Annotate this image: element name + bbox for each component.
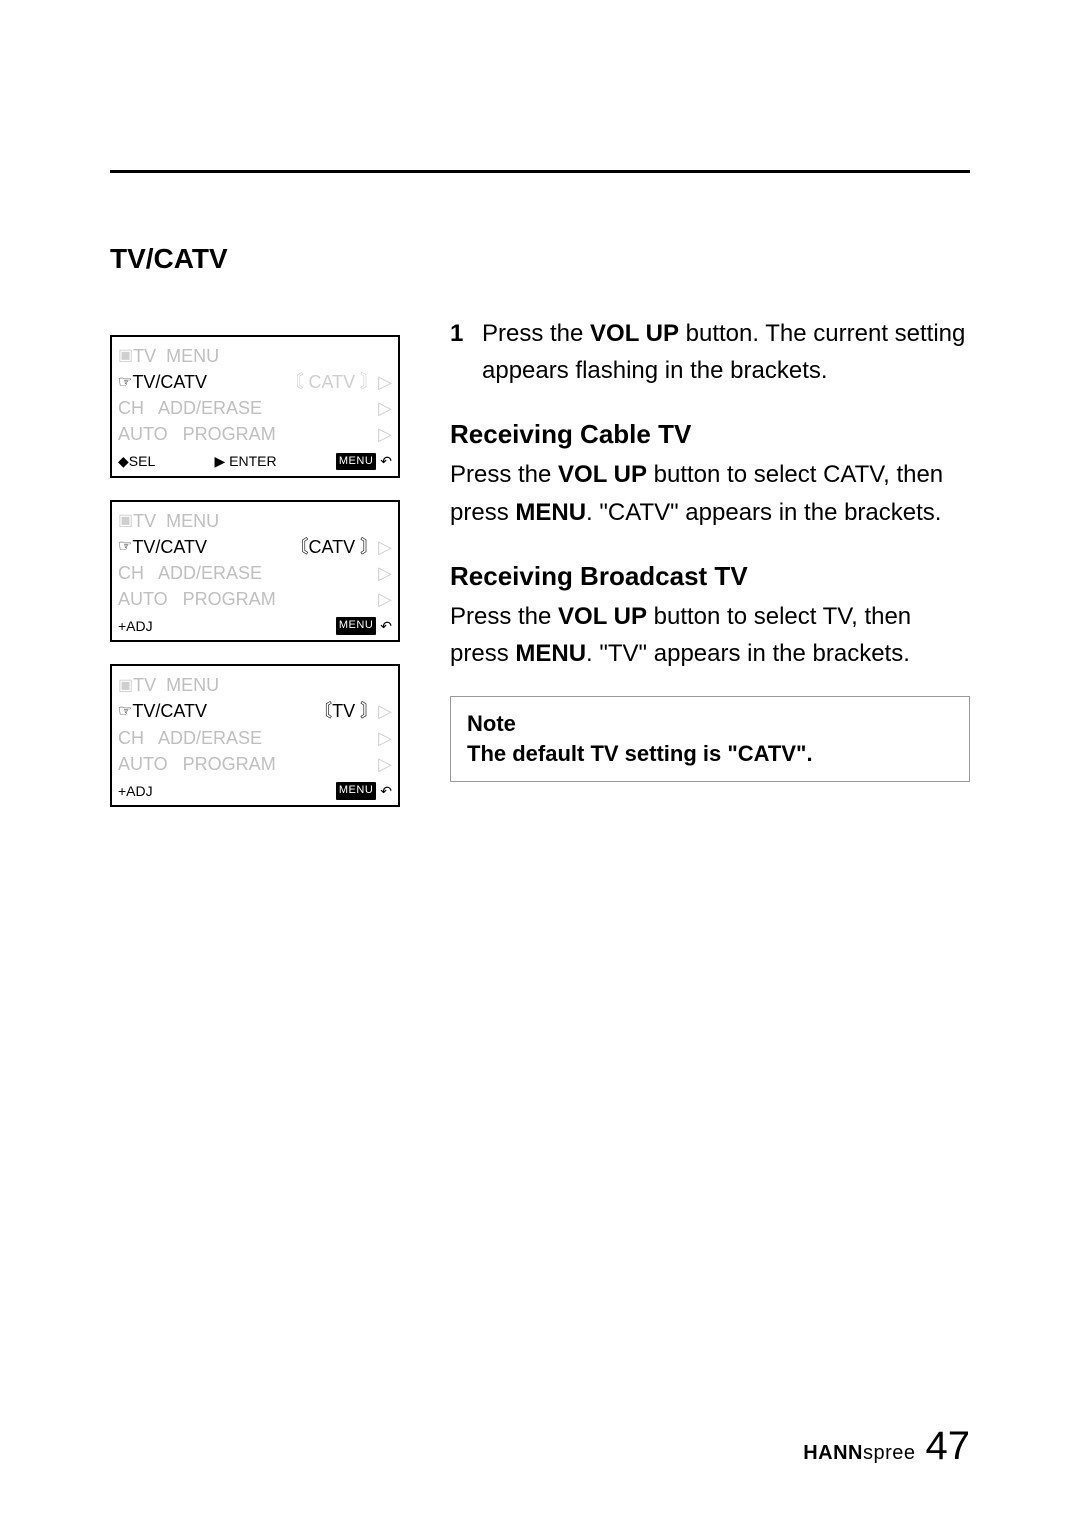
osd-bracket-value: 〘 CATV 〙: [285, 369, 378, 395]
subheading-broadcast: Receiving Broadcast TV: [450, 561, 970, 592]
osd-row-add-erase: CH ADD/ERASE▷: [118, 395, 392, 421]
right-column: 1 Press the VOL UP button. The current s…: [450, 315, 970, 829]
osd-item-selected: TV/CATV: [132, 369, 285, 395]
page-number: 47: [926, 1424, 971, 1469]
osd-row-tvcatv: ☞ TV/CATV 〘TV 〙 ▷: [118, 698, 392, 724]
chevron-right-icon: ▷: [378, 751, 392, 777]
hand-icon: ☞: [118, 371, 132, 394]
osd-row-auto-program: AUTO PROGRAM▷: [118, 421, 392, 447]
footer-sel: ◆SEL: [118, 451, 155, 471]
section-heading: TV/CATV: [110, 243, 970, 275]
tv-icon: ▣: [118, 344, 133, 367]
osd-row-auto-program: AUTO PROGRAM▷: [118, 586, 392, 612]
chevron-right-icon: ▷: [378, 586, 392, 612]
manual-page: TV/CATV ▣TV MENU ☞ TV/CATV 〘 CATV 〙 ▷ CH…: [0, 0, 1080, 1529]
footer-menu-back: MENU↶: [336, 616, 392, 636]
content-columns: ▣TV MENU ☞ TV/CATV 〘 CATV 〙 ▷ CH ADD/ERA…: [110, 315, 970, 829]
chevron-right-icon: ▷: [378, 421, 392, 447]
osd-item-selected: TV/CATV: [132, 698, 314, 724]
step-text: Press the VOL UP button. The current set…: [482, 315, 970, 389]
osd-screenshot-3: ▣TV MENU ☞ TV/CATV 〘TV 〙 ▷ CH ADD/ERASE▷…: [110, 664, 400, 807]
footer-adj: +ADJ: [118, 616, 153, 636]
osd-item-selected: TV/CATV: [132, 534, 290, 560]
tv-icon: ▣: [118, 674, 133, 697]
osd-bracket-value: 〘TV 〙: [314, 698, 378, 724]
hand-icon: ☞: [118, 700, 132, 723]
cable-text: Press the VOL UP button to select CATV, …: [450, 456, 970, 530]
osd-row-add-erase: CH ADD/ERASE▷: [118, 725, 392, 751]
osd-footer: +ADJ MENU↶: [118, 616, 392, 636]
page-footer: HANNspree 47: [803, 1424, 970, 1469]
osd-title: ▣TV MENU: [118, 508, 392, 534]
footer-enter: ▶ ENTER: [215, 451, 277, 471]
osd-bracket-value: 〘CATV 〙: [290, 534, 378, 560]
footer-menu-back: MENU↶: [336, 451, 392, 471]
subheading-cable: Receiving Cable TV: [450, 419, 970, 450]
step-number: 1: [450, 315, 468, 389]
tv-icon: ▣: [118, 509, 133, 532]
hand-icon: ☞: [118, 535, 132, 558]
osd-screenshot-2: ▣TV MENU ☞ TV/CATV 〘CATV 〙 ▷ CH ADD/ERAS…: [110, 500, 400, 643]
note-body: The default TV setting is "CATV".: [467, 741, 953, 767]
osd-footer: ◆SEL ▶ ENTER MENU↶: [118, 451, 392, 471]
chevron-right-icon: ▷: [378, 369, 392, 395]
osd-title: ▣TV MENU: [118, 343, 392, 369]
left-column: ▣TV MENU ☞ TV/CATV 〘 CATV 〙 ▷ CH ADD/ERA…: [110, 315, 410, 829]
osd-row-tvcatv: ☞ TV/CATV 〘CATV 〙 ▷: [118, 534, 392, 560]
chevron-right-icon: ▷: [378, 560, 392, 586]
top-divider: [110, 170, 970, 173]
chevron-right-icon: ▷: [378, 698, 392, 724]
osd-screenshot-1: ▣TV MENU ☞ TV/CATV 〘 CATV 〙 ▷ CH ADD/ERA…: [110, 335, 400, 478]
osd-footer: +ADJ MENU↶: [118, 781, 392, 801]
osd-row-auto-program: AUTO PROGRAM▷: [118, 751, 392, 777]
brand-logo: HANNspree: [803, 1442, 915, 1465]
osd-row-tvcatv: ☞ TV/CATV 〘 CATV 〙 ▷: [118, 369, 392, 395]
osd-row-add-erase: CH ADD/ERASE▷: [118, 560, 392, 586]
footer-menu-back: MENU↶: [336, 781, 392, 801]
chevron-right-icon: ▷: [378, 395, 392, 421]
step-1: 1 Press the VOL UP button. The current s…: [450, 315, 970, 389]
note-title: Note: [467, 711, 953, 737]
chevron-right-icon: ▷: [378, 534, 392, 560]
osd-title: ▣TV MENU: [118, 672, 392, 698]
footer-adj: +ADJ: [118, 781, 153, 801]
note-box: Note The default TV setting is "CATV".: [450, 696, 970, 782]
broadcast-text: Press the VOL UP button to select TV, th…: [450, 598, 970, 672]
chevron-right-icon: ▷: [378, 725, 392, 751]
